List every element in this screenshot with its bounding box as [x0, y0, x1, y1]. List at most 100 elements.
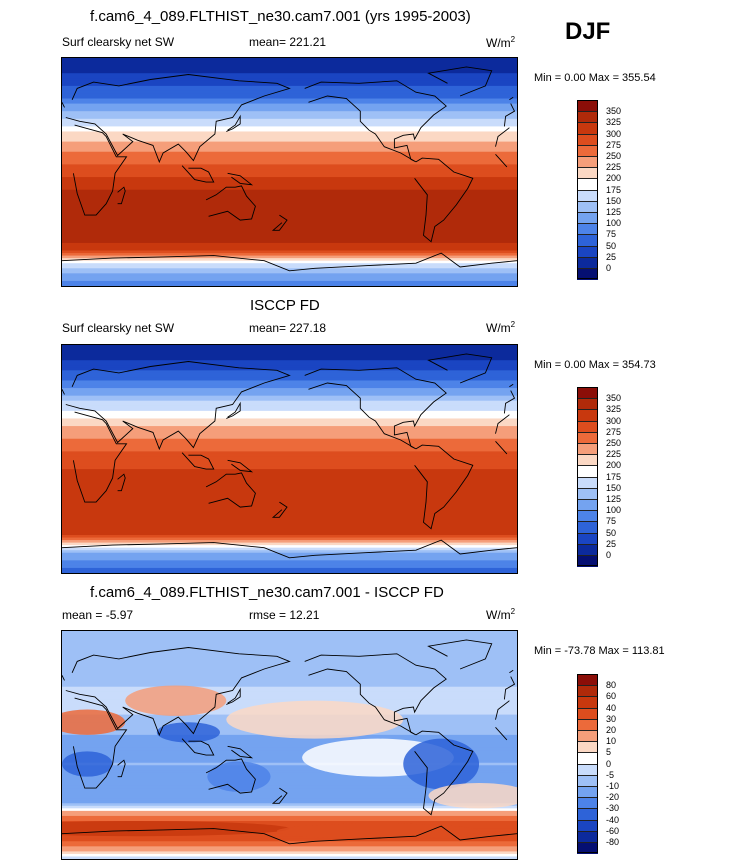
colorbar-tick-label: -10	[606, 781, 620, 791]
coastline	[427, 639, 493, 670]
map-band	[62, 502, 517, 506]
map-band	[62, 134, 517, 138]
map-band	[62, 126, 517, 130]
map-band	[62, 431, 517, 435]
map-band	[62, 565, 517, 569]
coastline	[181, 452, 215, 470]
map-band	[62, 375, 517, 379]
colorbar-swatch	[577, 543, 598, 556]
map-band	[62, 762, 517, 766]
map-band	[62, 684, 517, 688]
map-band	[62, 270, 517, 274]
map-band	[62, 777, 517, 782]
colorbar-tick-label: -20	[606, 792, 620, 803]
colorbar-tick-label: 150	[606, 482, 622, 493]
coastline	[227, 745, 254, 759]
map-band	[62, 658, 517, 662]
map-band	[62, 752, 517, 756]
panel-2-mean-label: mean= 227.18	[249, 321, 327, 335]
map-band	[62, 484, 517, 488]
colorbar-tick-label: 0	[606, 263, 612, 273]
map-band	[62, 805, 517, 809]
map-band	[62, 813, 517, 817]
coastline	[205, 758, 256, 794]
map-band	[62, 232, 517, 236]
map-band	[62, 169, 517, 173]
map-band	[62, 410, 517, 414]
map-band	[62, 560, 517, 564]
map-band	[62, 461, 517, 465]
panel-3-title: f.cam6_4_089.FLTHIST_ne30.cam7.001 - ISC…	[90, 584, 444, 601]
colorbar-tick-label: 225	[606, 162, 622, 173]
colorbar-tick-label: 325	[606, 117, 622, 128]
map-band	[62, 512, 517, 516]
map-band	[62, 210, 517, 214]
map-band	[62, 856, 517, 859]
map-band	[62, 413, 517, 417]
panel-3-minmax: Min = -73.78 Max = 113.81	[534, 645, 665, 657]
map-band	[62, 78, 517, 82]
colorbar-swatch	[577, 786, 598, 799]
colorbar-swatch	[577, 532, 598, 545]
map-anomaly-region	[62, 751, 113, 777]
map-band	[62, 146, 517, 150]
colorbar-tick-label: 275	[606, 426, 622, 437]
colorbar-swatch	[577, 156, 598, 169]
map-band	[62, 491, 517, 496]
map-band	[62, 570, 517, 573]
colorbar-swatch	[577, 808, 598, 821]
map-band	[62, 283, 517, 286]
map-band	[62, 504, 517, 508]
map-band	[62, 529, 517, 534]
map-band	[62, 818, 517, 822]
map-band	[62, 423, 517, 427]
colorbar-swatch	[577, 718, 598, 731]
map-band	[62, 691, 517, 695]
map-band	[62, 187, 517, 191]
colorbar-tick-label: 60	[606, 691, 617, 702]
map-band	[62, 159, 517, 163]
panel-1-mean-label: mean= 221.21	[249, 35, 327, 49]
map-band	[62, 88, 517, 92]
map-anomaly-region	[226, 700, 404, 739]
colorbar-tick-label: -30	[606, 803, 620, 814]
map-band	[62, 765, 517, 769]
map-band	[62, 486, 517, 490]
colorbar-tick-label: 175	[606, 184, 622, 195]
map-band	[62, 255, 517, 259]
map-band	[62, 633, 517, 637]
colorbar-tick-label: 275	[606, 139, 622, 150]
map-band	[62, 545, 517, 549]
map-band	[62, 843, 517, 847]
map-band	[62, 780, 517, 784]
coastline	[62, 383, 514, 395]
coastline	[181, 738, 215, 756]
map-band	[62, 242, 517, 247]
colorbar-swatch	[577, 431, 598, 444]
map-band	[62, 638, 517, 642]
colorbar-frame	[577, 387, 598, 567]
map-band	[62, 388, 517, 392]
map-band	[62, 204, 517, 209]
colorbar-swatch	[577, 842, 598, 855]
map-band	[62, 636, 517, 640]
map-band	[62, 250, 517, 254]
map-band	[62, 212, 517, 216]
map-band	[62, 106, 517, 110]
map-band	[62, 808, 517, 812]
map-band	[62, 474, 517, 478]
colorbar-swatch	[577, 443, 598, 456]
map-band	[62, 222, 517, 226]
colorbar-tick-label: 200	[606, 460, 622, 471]
colorbar-swatch	[577, 830, 598, 843]
map-band	[62, 696, 517, 700]
colorbar-swatch	[577, 752, 598, 765]
colorbar-swatch	[577, 476, 598, 489]
map-band	[62, 535, 517, 539]
map-band	[62, 648, 517, 652]
map-band	[62, 197, 517, 201]
map-band	[62, 821, 517, 825]
map-band	[62, 421, 517, 425]
map-band	[62, 471, 517, 475]
colorbar-tick-label: -40	[606, 814, 620, 825]
